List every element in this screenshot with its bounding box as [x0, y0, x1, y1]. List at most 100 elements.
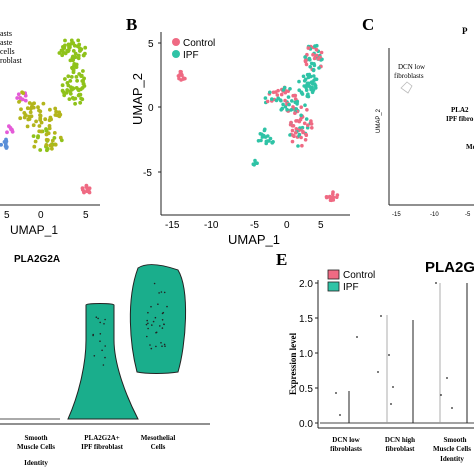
panel-b-point — [263, 127, 267, 132]
panel-c-dcn-low-cluster-outline — [400, 81, 413, 94]
panel-a-point — [71, 49, 76, 53]
panel-a-point — [52, 131, 57, 135]
panel-d-point — [102, 364, 105, 366]
panel-d-point — [162, 311, 165, 314]
panel-a-point — [70, 96, 75, 100]
panel-a-point — [69, 38, 74, 43]
panel-c-x-tick-1: -15 — [392, 212, 401, 218]
panel-d-category-smooth-2: Muscle Cells — [17, 443, 55, 451]
panel-a-x-axis-label: UMAP_1 — [10, 223, 58, 237]
panel-b-point — [281, 102, 285, 107]
panel-b-point — [275, 93, 280, 97]
panel-a-point — [66, 83, 71, 88]
panel-b-point — [319, 50, 324, 55]
panel-d-point — [161, 327, 164, 329]
panel-e-category-smooth-1: Smooth — [444, 436, 467, 444]
panel-a-point — [76, 53, 81, 58]
panel-a-point — [63, 38, 67, 43]
panel-d-point — [97, 317, 99, 320]
panel-a-point — [67, 97, 72, 101]
panel-d-point — [147, 327, 149, 330]
panel-b-point — [300, 143, 304, 148]
panel-b-point — [265, 99, 270, 104]
panel-a-point — [38, 148, 43, 152]
panel-a-point — [81, 69, 85, 73]
panel-d-point — [104, 318, 106, 321]
panel-a-point — [71, 86, 75, 91]
panel-a-point — [65, 88, 70, 92]
panel-b-point — [265, 139, 270, 143]
panel-b-point — [307, 81, 311, 86]
panel-b-point — [293, 93, 298, 98]
panel-a-point — [53, 106, 58, 111]
panel-a-point — [76, 93, 81, 98]
panel-b-point — [279, 98, 283, 103]
panel-a-point — [44, 137, 49, 142]
panel-a-point — [75, 44, 80, 49]
panel-e-point — [390, 403, 392, 405]
panel-b-point — [290, 139, 295, 144]
panel-a-point — [53, 142, 58, 147]
panel-d-point — [104, 356, 106, 359]
panel-a-point — [39, 120, 44, 125]
panel-a-point — [74, 75, 79, 79]
panel-e-point — [356, 336, 358, 338]
panel-b-point — [311, 68, 316, 73]
panel-a-x-tick-3: 5 — [83, 210, 89, 221]
panel-d-violin-points — [92, 282, 168, 366]
panel-d-point — [92, 334, 94, 337]
panel-b-point — [252, 163, 256, 167]
panel-b-x-tick-1: -15 — [165, 220, 180, 231]
panel-d-category-ipf-1: PLA2G2A+ — [84, 434, 120, 442]
panel-b-x-tick-2: -10 — [204, 220, 219, 231]
panel-b-point — [302, 121, 307, 126]
panel-b-point — [308, 58, 312, 62]
panel-a-point — [18, 116, 23, 121]
panel-a-point — [43, 117, 48, 122]
panel-a-point — [87, 186, 92, 191]
panel-b-legend-control: Control — [183, 38, 215, 49]
panel-c-title-fragment: P — [462, 26, 468, 36]
panel-b-point — [314, 47, 319, 52]
panel-a-point — [77, 72, 82, 76]
panel-b-point — [271, 90, 276, 95]
panel-d-x-title: Identity — [24, 459, 48, 467]
panel-b-point — [304, 133, 309, 137]
panel-b-point — [291, 133, 295, 138]
panel-a-point — [74, 65, 79, 69]
panel-d-point — [147, 322, 149, 325]
panel-a-point — [61, 50, 66, 55]
panel-a-point — [76, 88, 81, 93]
panel-d-point — [160, 342, 162, 344]
panel-a-point — [47, 118, 52, 123]
panel-e-point — [446, 377, 448, 379]
panel-a-point — [81, 82, 86, 86]
panel-a-point — [63, 77, 67, 81]
panel-a-point — [29, 106, 33, 111]
panel-a-point — [79, 96, 83, 101]
panel-a-point — [68, 79, 73, 83]
panel-d-point — [104, 345, 106, 347]
panel-b-point — [303, 103, 307, 107]
panel-c: C P UMAP_2 -15 -10 -5 DCN low fibroblast… — [362, 15, 474, 218]
panel-a-point — [38, 109, 43, 114]
panel-b-letter: B — [126, 15, 137, 34]
panel-b-point — [300, 91, 304, 95]
panel-b-point — [290, 99, 294, 103]
panel-e-category-dcn-high-2: fibroblast — [385, 445, 415, 453]
panel-a-point — [61, 90, 66, 94]
panel-e-point — [380, 315, 382, 317]
panel-e-jitter-points — [335, 282, 453, 416]
panel-e-legend: Control IPF — [327, 269, 375, 293]
panel-a-point — [57, 51, 62, 55]
panel-d-point — [163, 323, 165, 326]
panel-b-point — [289, 108, 293, 112]
panel-a-point — [32, 101, 36, 106]
panel-b-point — [301, 130, 305, 134]
panel-e-point — [339, 414, 341, 416]
panel-a-point — [76, 38, 81, 43]
panel-b-point — [308, 85, 312, 89]
panel-d-point — [93, 355, 96, 357]
panel-a-point — [71, 54, 75, 59]
panel-a-legend-line-1: asts — [0, 29, 12, 38]
